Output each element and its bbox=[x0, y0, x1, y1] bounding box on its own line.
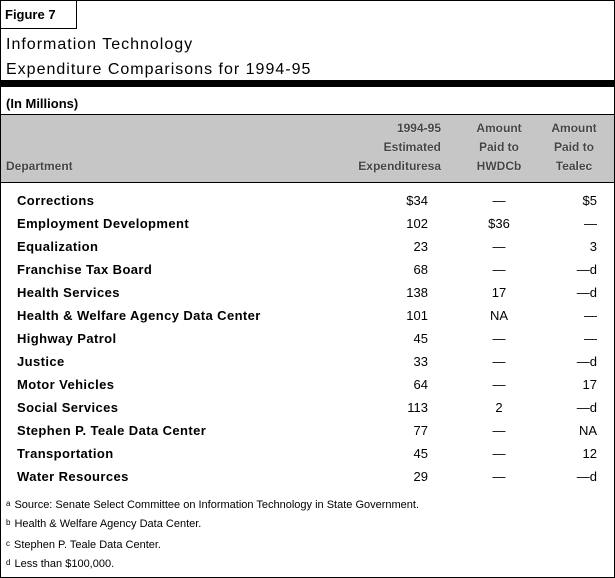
cell-expenditures: 29 bbox=[413, 469, 428, 484]
title-line-1: Information Technology bbox=[6, 36, 194, 53]
footnote-text: Stephen P. Teale Data Center. bbox=[14, 539, 161, 551]
cell-expenditures: 45 bbox=[413, 446, 428, 461]
table-row: Highway Patrol 45 — — bbox=[1, 331, 614, 354]
table-row: Social Services 113 2 —d bbox=[1, 400, 614, 423]
cell-teale: —d bbox=[576, 469, 597, 484]
header-expenditures: 1994-95 Estimated Expendituresa bbox=[331, 119, 441, 176]
header-line: Amount bbox=[476, 121, 522, 135]
header-line: HWDCb bbox=[476, 159, 522, 173]
cell-department: Health & Welfare Agency Data Center bbox=[17, 308, 261, 323]
cell-teale: $5 bbox=[582, 193, 597, 208]
header-line: Expendituresa bbox=[358, 159, 441, 173]
table-row: Stephen P. Teale Data Center 77 — NA bbox=[1, 423, 614, 446]
cell-hwdc: 2 bbox=[495, 400, 503, 415]
cell-hwdc: — bbox=[492, 331, 506, 346]
cell-expenditures: 33 bbox=[413, 354, 428, 369]
cell-hwdc: — bbox=[492, 262, 506, 277]
cell-department: Equalization bbox=[17, 239, 99, 254]
table-row: Employment Development 102 $36 — bbox=[1, 216, 614, 239]
cell-teale: —d bbox=[576, 262, 597, 277]
header-line: Paid to bbox=[553, 140, 594, 154]
figure-label: Figure 7 bbox=[1, 1, 77, 29]
table-header: Department 1994-95 Estimated Expenditure… bbox=[1, 114, 614, 183]
cell-expenditures: 77 bbox=[413, 423, 428, 438]
cell-department: Justice bbox=[17, 354, 65, 369]
table-row: Franchise Tax Board 68 — —d bbox=[1, 262, 614, 285]
footnote-text: Source: Senate Select Committee on Infor… bbox=[14, 499, 420, 511]
cell-teale: NA bbox=[578, 423, 597, 438]
cell-department: Franchise Tax Board bbox=[17, 262, 153, 277]
cell-expenditures: 101 bbox=[406, 308, 428, 323]
table-row: Health Services 138 17 —d bbox=[1, 285, 614, 308]
cell-teale: 3 bbox=[589, 239, 597, 254]
cell-teale: 12 bbox=[582, 446, 597, 461]
footnote-mark: b bbox=[6, 518, 11, 527]
header-teale: Amount Paid to Tealec bbox=[541, 119, 607, 176]
table-row: Motor Vehicles 64 — 17 bbox=[1, 377, 614, 400]
cell-department: Employment Development bbox=[17, 216, 190, 231]
header-line: Estimated bbox=[383, 140, 441, 154]
table-row: Justice 33 — —d bbox=[1, 354, 614, 377]
cell-expenditures: 64 bbox=[413, 377, 428, 392]
table-row: Corrections $34 — $5 bbox=[1, 193, 614, 216]
cell-teale: — bbox=[584, 308, 597, 323]
table-row: Transportation 45 — 12 bbox=[1, 446, 614, 469]
header-hwdc: Amount Paid to HWDCb bbox=[463, 119, 535, 176]
footnote-text: Health & Welfare Agency Data Center. bbox=[14, 518, 202, 530]
header-line: Amount bbox=[551, 121, 597, 135]
cell-expenditures: 68 bbox=[413, 262, 428, 277]
cell-department: Social Services bbox=[17, 400, 119, 415]
title-line-2: Expenditure Comparisons for 1994-95 bbox=[6, 61, 312, 78]
cell-hwdc: — bbox=[492, 239, 506, 254]
cell-hwdc: — bbox=[492, 193, 506, 208]
cell-hwdc: — bbox=[492, 469, 506, 484]
cell-hwdc: NA bbox=[489, 308, 509, 323]
table-row: Health & Welfare Agency Data Center 101 NA… bbox=[1, 308, 614, 331]
units-label: (In Millions) bbox=[6, 96, 79, 111]
cell-teale: — bbox=[584, 216, 597, 231]
cell-department: Motor Vehicles bbox=[17, 377, 115, 392]
cell-hwdc: — bbox=[492, 354, 506, 369]
cell-department: Stephen P. Teale Data Center bbox=[17, 423, 207, 438]
footnote: b Health & Welfare Agency Data Center. bbox=[6, 518, 201, 530]
cell-expenditures: 113 bbox=[407, 400, 428, 415]
cell-department: Highway Patrol bbox=[17, 331, 117, 346]
cell-teale: —d bbox=[576, 354, 597, 369]
header-department: Department bbox=[6, 159, 73, 173]
footnote-mark: a bbox=[6, 499, 11, 508]
cell-teale: —d bbox=[576, 400, 597, 415]
cell-department: Health Services bbox=[17, 285, 120, 300]
header-line: Paid to bbox=[478, 140, 519, 154]
cell-expenditures: $34 bbox=[406, 193, 428, 208]
cell-hwdc: $36 bbox=[488, 216, 510, 231]
footnote: a Source: Senate Select Committee on Info… bbox=[6, 499, 419, 511]
cell-department: Corrections bbox=[17, 193, 95, 208]
footnote: d Less than $100,000. bbox=[6, 558, 114, 570]
table-row: Water Resources 29 — —d bbox=[1, 469, 614, 492]
cell-expenditures: 102 bbox=[406, 216, 428, 231]
footnote-text: Less than $100,000. bbox=[14, 558, 115, 570]
cell-hwdc: 17 bbox=[491, 285, 507, 300]
cell-expenditures: 45 bbox=[413, 331, 428, 346]
cell-hwdc: — bbox=[492, 446, 506, 461]
cell-teale: 17 bbox=[582, 377, 597, 392]
table-row: Equalization 23 — 3 bbox=[1, 239, 614, 262]
footnote-mark: c bbox=[6, 539, 10, 548]
header-line: Tealec bbox=[555, 159, 593, 173]
cell-hwdc: — bbox=[492, 377, 506, 392]
title-rule bbox=[1, 80, 614, 87]
cell-teale: — bbox=[584, 331, 597, 346]
header-line: 1994-95 bbox=[396, 121, 441, 135]
cell-teale: —d bbox=[576, 285, 597, 300]
cell-department: Water Resources bbox=[17, 469, 129, 484]
cell-hwdc: — bbox=[492, 423, 506, 438]
cell-department: Transportation bbox=[17, 446, 114, 461]
footnote-mark: d bbox=[6, 558, 11, 567]
cell-expenditures: 23 bbox=[413, 239, 428, 254]
cell-expenditures: 138 bbox=[406, 285, 428, 300]
footnote: c Stephen P. Teale Data Center. bbox=[6, 539, 161, 551]
